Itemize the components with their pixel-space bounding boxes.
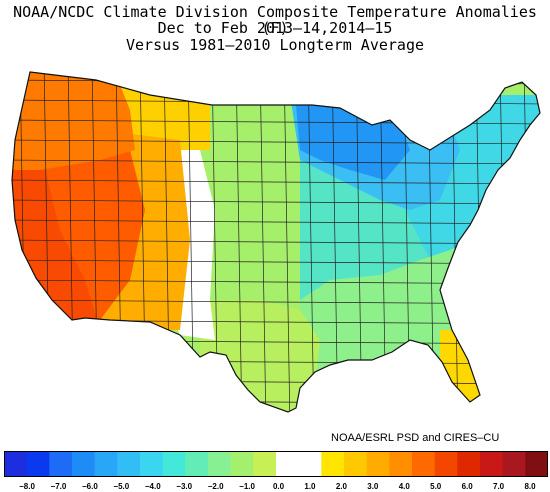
division-line [12,199,540,205]
colorbar-swatch [344,451,368,477]
colorbar-label: 7.0 [493,482,505,491]
division-line [0,420,550,424]
colorbar-label: 1.0 [304,482,316,491]
division-line [283,72,291,412]
colorbar-label: 5.0 [430,482,442,491]
region-pacific-northwest [12,72,135,170]
colorbar-swatch [26,451,50,477]
colorbar-label: −5.0 [113,482,130,491]
colorbar-label: −3.0 [176,482,193,491]
title-line-3: Versus 1981–2010 Longterm Average [125,36,424,54]
credit-text: NOAA/ESRL PSD and CIRES–CU [331,432,500,444]
us-anomaly-map [0,71,550,424]
colorbar-swatch [298,451,322,477]
colorbar-swatch [94,451,118,477]
colorbar-swatch [117,451,141,477]
colorbar-label: 4.0 [398,482,410,491]
colorbar-label: −7.0 [50,482,67,491]
colorbar-label: 3.0 [367,482,379,491]
colorbar-label: −1.0 [239,482,255,491]
division-line [12,139,540,145]
colorbar-label: −2.0 [207,482,224,491]
title-line-2: Dec to Feb 2013–14,2014–15 [157,19,393,37]
colorbar-label: 6.0 [461,482,473,491]
colorbar-label: −4.0 [144,482,161,491]
division-line [475,72,483,412]
region-texas [200,300,320,412]
division-line [12,159,540,165]
colorbar-swatch [321,451,345,477]
colorbar-labels: −8.0 −7.0 −6.0 −5.0 −4.0 −3.0 −2.0 −1.0 0.0 1.0 2.… [0,482,550,492]
colorbar-swatch [253,451,277,477]
colorbar [4,451,548,477]
colorbar-swatch [525,451,548,477]
colorbar-swatch [185,451,209,477]
colorbar-swatch [49,451,73,477]
us-outline [11,71,541,413]
colorbar-swatch [366,451,390,477]
colorbar-swatch [72,451,96,477]
colorbar-label: −6.0 [81,482,98,491]
colorbar-label: 8.0 [524,482,536,491]
colorbar-border [4,451,548,477]
colorbar-swatch [4,451,28,477]
colorbar-swatch [162,451,186,477]
colorbar-swatch [434,451,458,477]
division-line [12,179,540,185]
colorbar-swatch [230,451,254,477]
division-line [12,219,540,225]
title-line-1: NOAA/NCDC Climate Division Composite Tem… [13,3,537,37]
colorbar-swatch [140,451,164,477]
colorbar-swatch [208,451,232,477]
anomaly-fills [0,72,550,424]
colorbar-swatch [480,451,504,477]
division-line [307,72,315,412]
colorbar-swatch [457,451,481,477]
colorbar-swatch [412,451,436,477]
region-florida [440,330,490,410]
colorbar-label: 0.0 [272,482,285,491]
colorbar-swatch [276,451,300,477]
colorbar-swatch [389,451,413,477]
colorbar-label: 2.0 [335,482,347,491]
colorbar-label: −8.0 [19,482,35,491]
colorbar-swatch [502,451,526,477]
